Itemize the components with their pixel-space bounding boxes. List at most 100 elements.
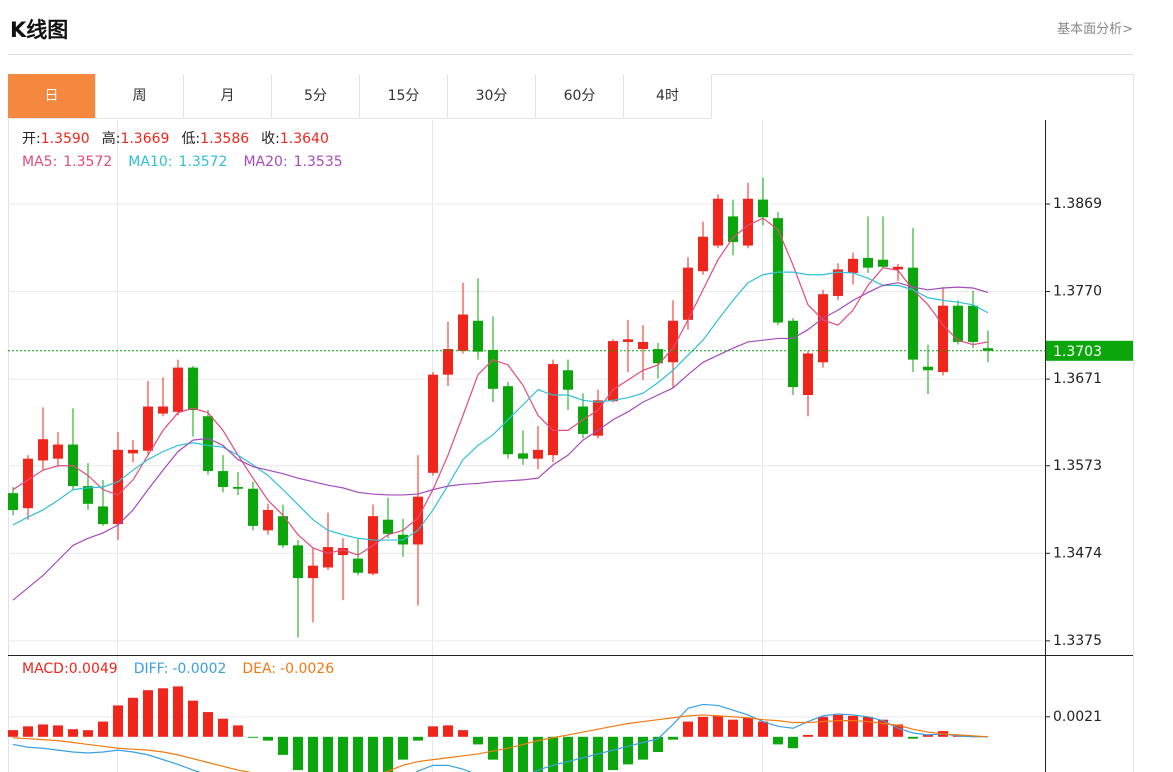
page-title: K线图 bbox=[10, 18, 69, 42]
macd-bar bbox=[308, 736, 318, 772]
info-value: -0.0002 bbox=[172, 661, 226, 677]
macd-bar bbox=[23, 726, 33, 737]
info-value: 0.0049 bbox=[69, 661, 118, 677]
macd-bar bbox=[758, 721, 768, 737]
macd-bar bbox=[98, 721, 108, 737]
macd-bar bbox=[383, 736, 393, 772]
candle-body bbox=[158, 406, 168, 414]
macd-bar bbox=[278, 736, 288, 755]
macd-bar bbox=[803, 734, 813, 737]
candle-body bbox=[803, 353, 813, 396]
candle-body bbox=[833, 269, 843, 296]
macd-bar bbox=[323, 736, 333, 772]
macd-bar bbox=[203, 712, 213, 737]
candle-body bbox=[983, 348, 993, 351]
candle-body bbox=[713, 198, 723, 246]
macd-bar bbox=[53, 725, 63, 737]
candle-body bbox=[668, 320, 678, 363]
candle-body bbox=[113, 449, 123, 525]
info-label: 开: bbox=[22, 131, 41, 147]
candle-body bbox=[683, 267, 693, 320]
y-tick-label: 1.3869 bbox=[1053, 196, 1102, 212]
candle-body bbox=[8, 493, 18, 510]
info-value: 1.3590 bbox=[41, 131, 90, 147]
macd-bar bbox=[683, 721, 693, 737]
legend-name: MA5: bbox=[22, 154, 57, 170]
candle-body bbox=[38, 439, 48, 461]
candle-body bbox=[278, 516, 288, 546]
macd-bar bbox=[353, 736, 363, 772]
period-tab[interactable]: 30分 bbox=[448, 74, 536, 119]
macd-bar bbox=[923, 734, 933, 737]
fundamental-link[interactable]: 基本面分析> bbox=[1057, 22, 1133, 37]
candle-body bbox=[698, 236, 708, 272]
macd-info: MACD:0.0049 DIFF: -0.0002 DEA: -0.0026 bbox=[22, 661, 334, 677]
macd-bar bbox=[653, 736, 663, 753]
candle-body bbox=[23, 458, 33, 509]
macd-bar bbox=[623, 736, 633, 765]
info-label: DEA: bbox=[242, 661, 276, 677]
candle-body bbox=[788, 320, 798, 388]
period-tab[interactable]: 4时 bbox=[624, 74, 712, 119]
y-tick-label: 1.3474 bbox=[1053, 545, 1102, 561]
macd-bar bbox=[173, 686, 183, 737]
candle-body bbox=[818, 294, 828, 363]
y-tick-label: 1.3375 bbox=[1053, 633, 1102, 649]
macd-bar bbox=[893, 724, 903, 737]
period-tab[interactable]: 5分 bbox=[272, 74, 360, 119]
candle-body bbox=[923, 366, 933, 371]
candle-body bbox=[173, 367, 183, 412]
macd-bar bbox=[743, 717, 753, 737]
candle-body bbox=[938, 305, 948, 373]
macd-bar bbox=[398, 736, 408, 760]
macd-bar bbox=[788, 736, 798, 749]
macd-bar bbox=[113, 705, 123, 737]
candle-body bbox=[383, 519, 393, 534]
candle-body bbox=[203, 416, 213, 472]
candle-body bbox=[863, 257, 873, 268]
macd-bar bbox=[413, 736, 423, 741]
y-tick-label: 1.3671 bbox=[1053, 371, 1102, 387]
candle-body bbox=[608, 341, 618, 402]
macd-bar bbox=[728, 719, 738, 737]
macd-bar bbox=[638, 736, 648, 760]
macd-bar bbox=[158, 688, 168, 737]
candle-body bbox=[623, 339, 633, 342]
macd-bar bbox=[503, 736, 513, 772]
candle-body bbox=[638, 341, 648, 350]
candle-body bbox=[458, 314, 468, 351]
period-tab[interactable]: 周 bbox=[96, 74, 184, 119]
macd-bar bbox=[68, 729, 78, 737]
candle-body bbox=[878, 259, 888, 267]
legend-value: 1.3572 bbox=[63, 154, 112, 170]
legend-name: MA10: bbox=[128, 154, 172, 170]
legend-value: 1.3572 bbox=[178, 154, 227, 170]
macd-bar bbox=[458, 730, 468, 737]
macd-bar bbox=[248, 736, 258, 738]
info-label: 收: bbox=[261, 131, 280, 147]
candle-body bbox=[308, 565, 318, 579]
macd-bar bbox=[368, 736, 378, 772]
candle-body bbox=[428, 374, 438, 473]
macd-bar bbox=[263, 736, 273, 741]
macd-line bbox=[12, 714, 989, 772]
ma-line bbox=[12, 271, 989, 541]
candle-body bbox=[443, 349, 453, 375]
candle-body bbox=[488, 349, 498, 389]
period-tab[interactable]: 15分 bbox=[360, 74, 448, 119]
y-tick-label: 1.3770 bbox=[1053, 284, 1102, 300]
candle-body bbox=[518, 453, 528, 459]
legend-name: MA20: bbox=[243, 154, 287, 170]
macd-bar bbox=[668, 736, 678, 740]
period-tab[interactable]: 月 bbox=[184, 74, 272, 119]
candle-body bbox=[128, 449, 138, 454]
candle-body bbox=[893, 266, 903, 270]
info-value: -0.0026 bbox=[280, 661, 334, 677]
macd-bar bbox=[848, 715, 858, 737]
info-label: MACD: bbox=[22, 661, 69, 677]
period-tab[interactable]: 日 bbox=[8, 74, 96, 119]
y-tick-label: 0.0021 bbox=[1053, 709, 1102, 725]
period-tab[interactable]: 60分 bbox=[536, 74, 624, 119]
candle-body bbox=[533, 449, 543, 459]
